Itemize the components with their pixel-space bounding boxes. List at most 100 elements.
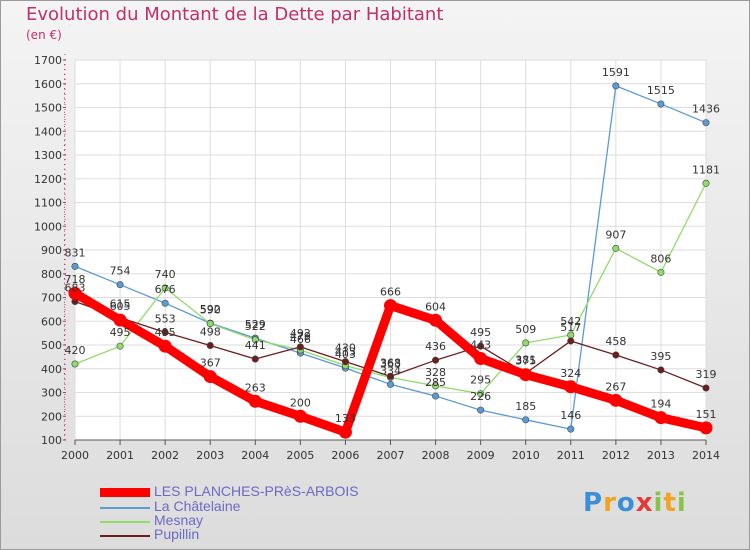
data-label: 151 (696, 408, 717, 421)
data-label: 907 (605, 228, 626, 241)
y-tick-label: 600 (41, 315, 62, 328)
data-label: 495 (110, 326, 131, 339)
data-point (113, 313, 127, 327)
data-label: 604 (425, 300, 446, 313)
y-tick-label: 100 (41, 434, 62, 447)
data-point (657, 366, 665, 374)
data-point (567, 337, 575, 345)
data-label: 615 (110, 298, 131, 311)
y-tick-label: 700 (41, 292, 62, 305)
x-tick-label: 2000 (61, 449, 89, 462)
data-label: 592 (200, 303, 221, 316)
data-label: 495 (155, 326, 176, 339)
legend-label: La Châtelaine (154, 498, 241, 514)
y-tick-label: 1400 (34, 125, 62, 138)
x-tick-label: 2004 (241, 449, 269, 462)
data-point (293, 409, 307, 423)
data-point (206, 320, 214, 328)
data-label: 295 (470, 374, 491, 387)
x-tick-label: 2013 (647, 449, 675, 462)
x-tick-label: 2007 (377, 449, 405, 462)
data-point (71, 262, 79, 270)
x-tick-label: 2012 (602, 449, 630, 462)
y-tick-label: 1300 (34, 149, 62, 162)
data-label: 542 (560, 315, 581, 328)
data-point (612, 351, 620, 359)
data-label: 263 (245, 381, 266, 394)
data-point (338, 425, 352, 439)
data-label: 590 (200, 304, 221, 317)
data-label: 285 (425, 376, 446, 389)
data-label: 146 (560, 409, 581, 422)
legend-label: LES PLANCHES-PRèS-ARBOIS (154, 483, 359, 499)
data-label: 420 (65, 344, 86, 357)
data-label: 831 (65, 246, 86, 259)
legend-swatch (100, 488, 150, 497)
data-label: 1591 (602, 66, 630, 79)
y-tick-label: 1500 (34, 102, 62, 115)
chart-title: Evolution du Montant de la Dette par Hab… (26, 4, 444, 25)
data-label: 509 (515, 323, 536, 336)
proxiti-logo-icon: Proxiti (583, 488, 687, 518)
data-label: 367 (200, 357, 221, 370)
data-label: 363 (380, 358, 401, 371)
data-point (612, 82, 620, 90)
data-point (71, 360, 79, 368)
x-tick-label: 2009 (467, 449, 495, 462)
data-label: 413 (335, 346, 356, 359)
data-label: 395 (650, 350, 671, 363)
data-label: 495 (470, 326, 491, 339)
data-label: 443 (470, 339, 491, 352)
data-point (702, 179, 710, 187)
y-tick-label: 900 (41, 244, 62, 257)
y-tick-label: 1700 (34, 54, 62, 67)
data-label: 403 (335, 348, 356, 361)
x-tick-label: 2011 (557, 449, 585, 462)
y-tick-label: 1200 (34, 173, 62, 186)
x-tick-label: 2010 (512, 449, 540, 462)
data-label: 498 (200, 325, 221, 338)
data-point (68, 286, 82, 300)
data-label: 381 (515, 353, 536, 366)
data-point (609, 393, 623, 407)
legend-swatch (100, 521, 150, 523)
data-label: 334 (380, 364, 401, 377)
x-tick-label: 2003 (196, 449, 224, 462)
data-label: 1181 (692, 163, 720, 176)
y-tick-label: 200 (41, 410, 62, 423)
data-label: 666 (380, 286, 401, 299)
data-label: 522 (245, 320, 266, 333)
x-tick-label: 2014 (692, 449, 720, 462)
x-tick-label: 2002 (151, 449, 179, 462)
y-tick-label: 500 (41, 339, 62, 352)
legend-swatch (100, 507, 150, 509)
data-label: 267 (605, 380, 626, 393)
data-label: 194 (650, 398, 671, 411)
data-label: 806 (650, 252, 671, 265)
data-point (699, 421, 713, 435)
data-point (386, 372, 394, 380)
data-point (116, 342, 124, 350)
data-point (567, 425, 575, 433)
y-tick-label: 1000 (34, 220, 62, 233)
data-label: 676 (155, 283, 176, 296)
data-label: 319 (696, 368, 717, 381)
data-point (657, 100, 665, 108)
data-point (519, 368, 533, 382)
data-point (702, 384, 710, 392)
data-point (654, 411, 668, 425)
data-point (477, 406, 485, 414)
data-label: 754 (110, 265, 131, 278)
legend-label: Mesnay (154, 512, 204, 528)
data-label: 553 (155, 312, 176, 325)
data-point (432, 382, 440, 390)
data-label: 430 (335, 342, 356, 355)
data-label: 458 (605, 335, 626, 348)
data-label: 324 (560, 367, 581, 380)
data-point (429, 313, 443, 327)
x-tick-label: 2005 (286, 449, 314, 462)
data-point (341, 358, 349, 366)
data-label: 1515 (647, 84, 675, 97)
data-point (477, 342, 485, 350)
